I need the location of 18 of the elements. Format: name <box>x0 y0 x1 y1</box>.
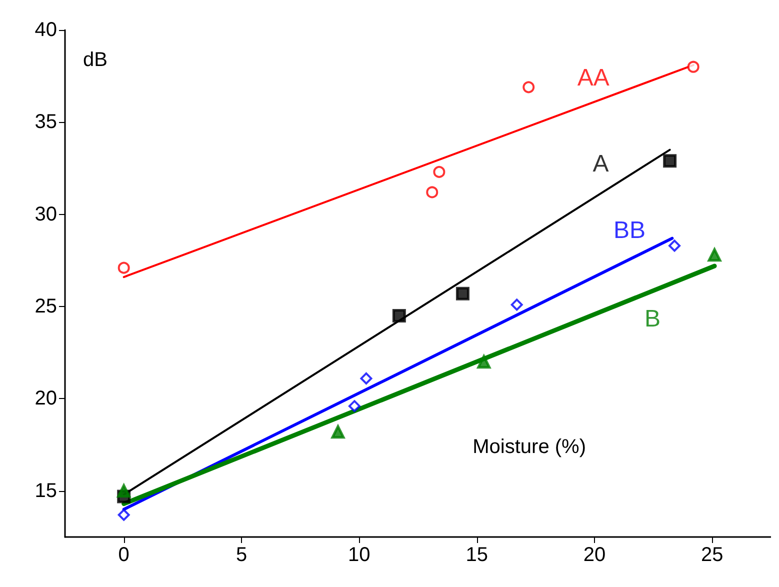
series-label: BB <box>614 217 646 244</box>
y-tick-label: 35 <box>34 111 57 134</box>
y-axis-title: dB <box>83 49 108 71</box>
x-tick-label: 0 <box>118 544 130 566</box>
text: A <box>592 150 609 178</box>
x-tick-label: 5 <box>236 544 248 566</box>
y-tick-label: 40 <box>34 19 57 41</box>
x-tick-label: 10 <box>348 544 370 566</box>
x-tick-label: 25 <box>701 544 724 566</box>
y-tick-label: 30 <box>34 203 57 226</box>
y-tick-label: 20 <box>34 388 57 410</box>
series-label: AA <box>577 64 610 92</box>
x-tick-label: 15 <box>466 544 488 566</box>
text: B <box>644 305 661 332</box>
y-tick-label: 15 <box>34 480 57 502</box>
y-tick-label: 25 <box>34 296 57 318</box>
x-axis-title: Moisture (%) <box>472 436 586 458</box>
x-tick-label: 20 <box>583 544 606 566</box>
